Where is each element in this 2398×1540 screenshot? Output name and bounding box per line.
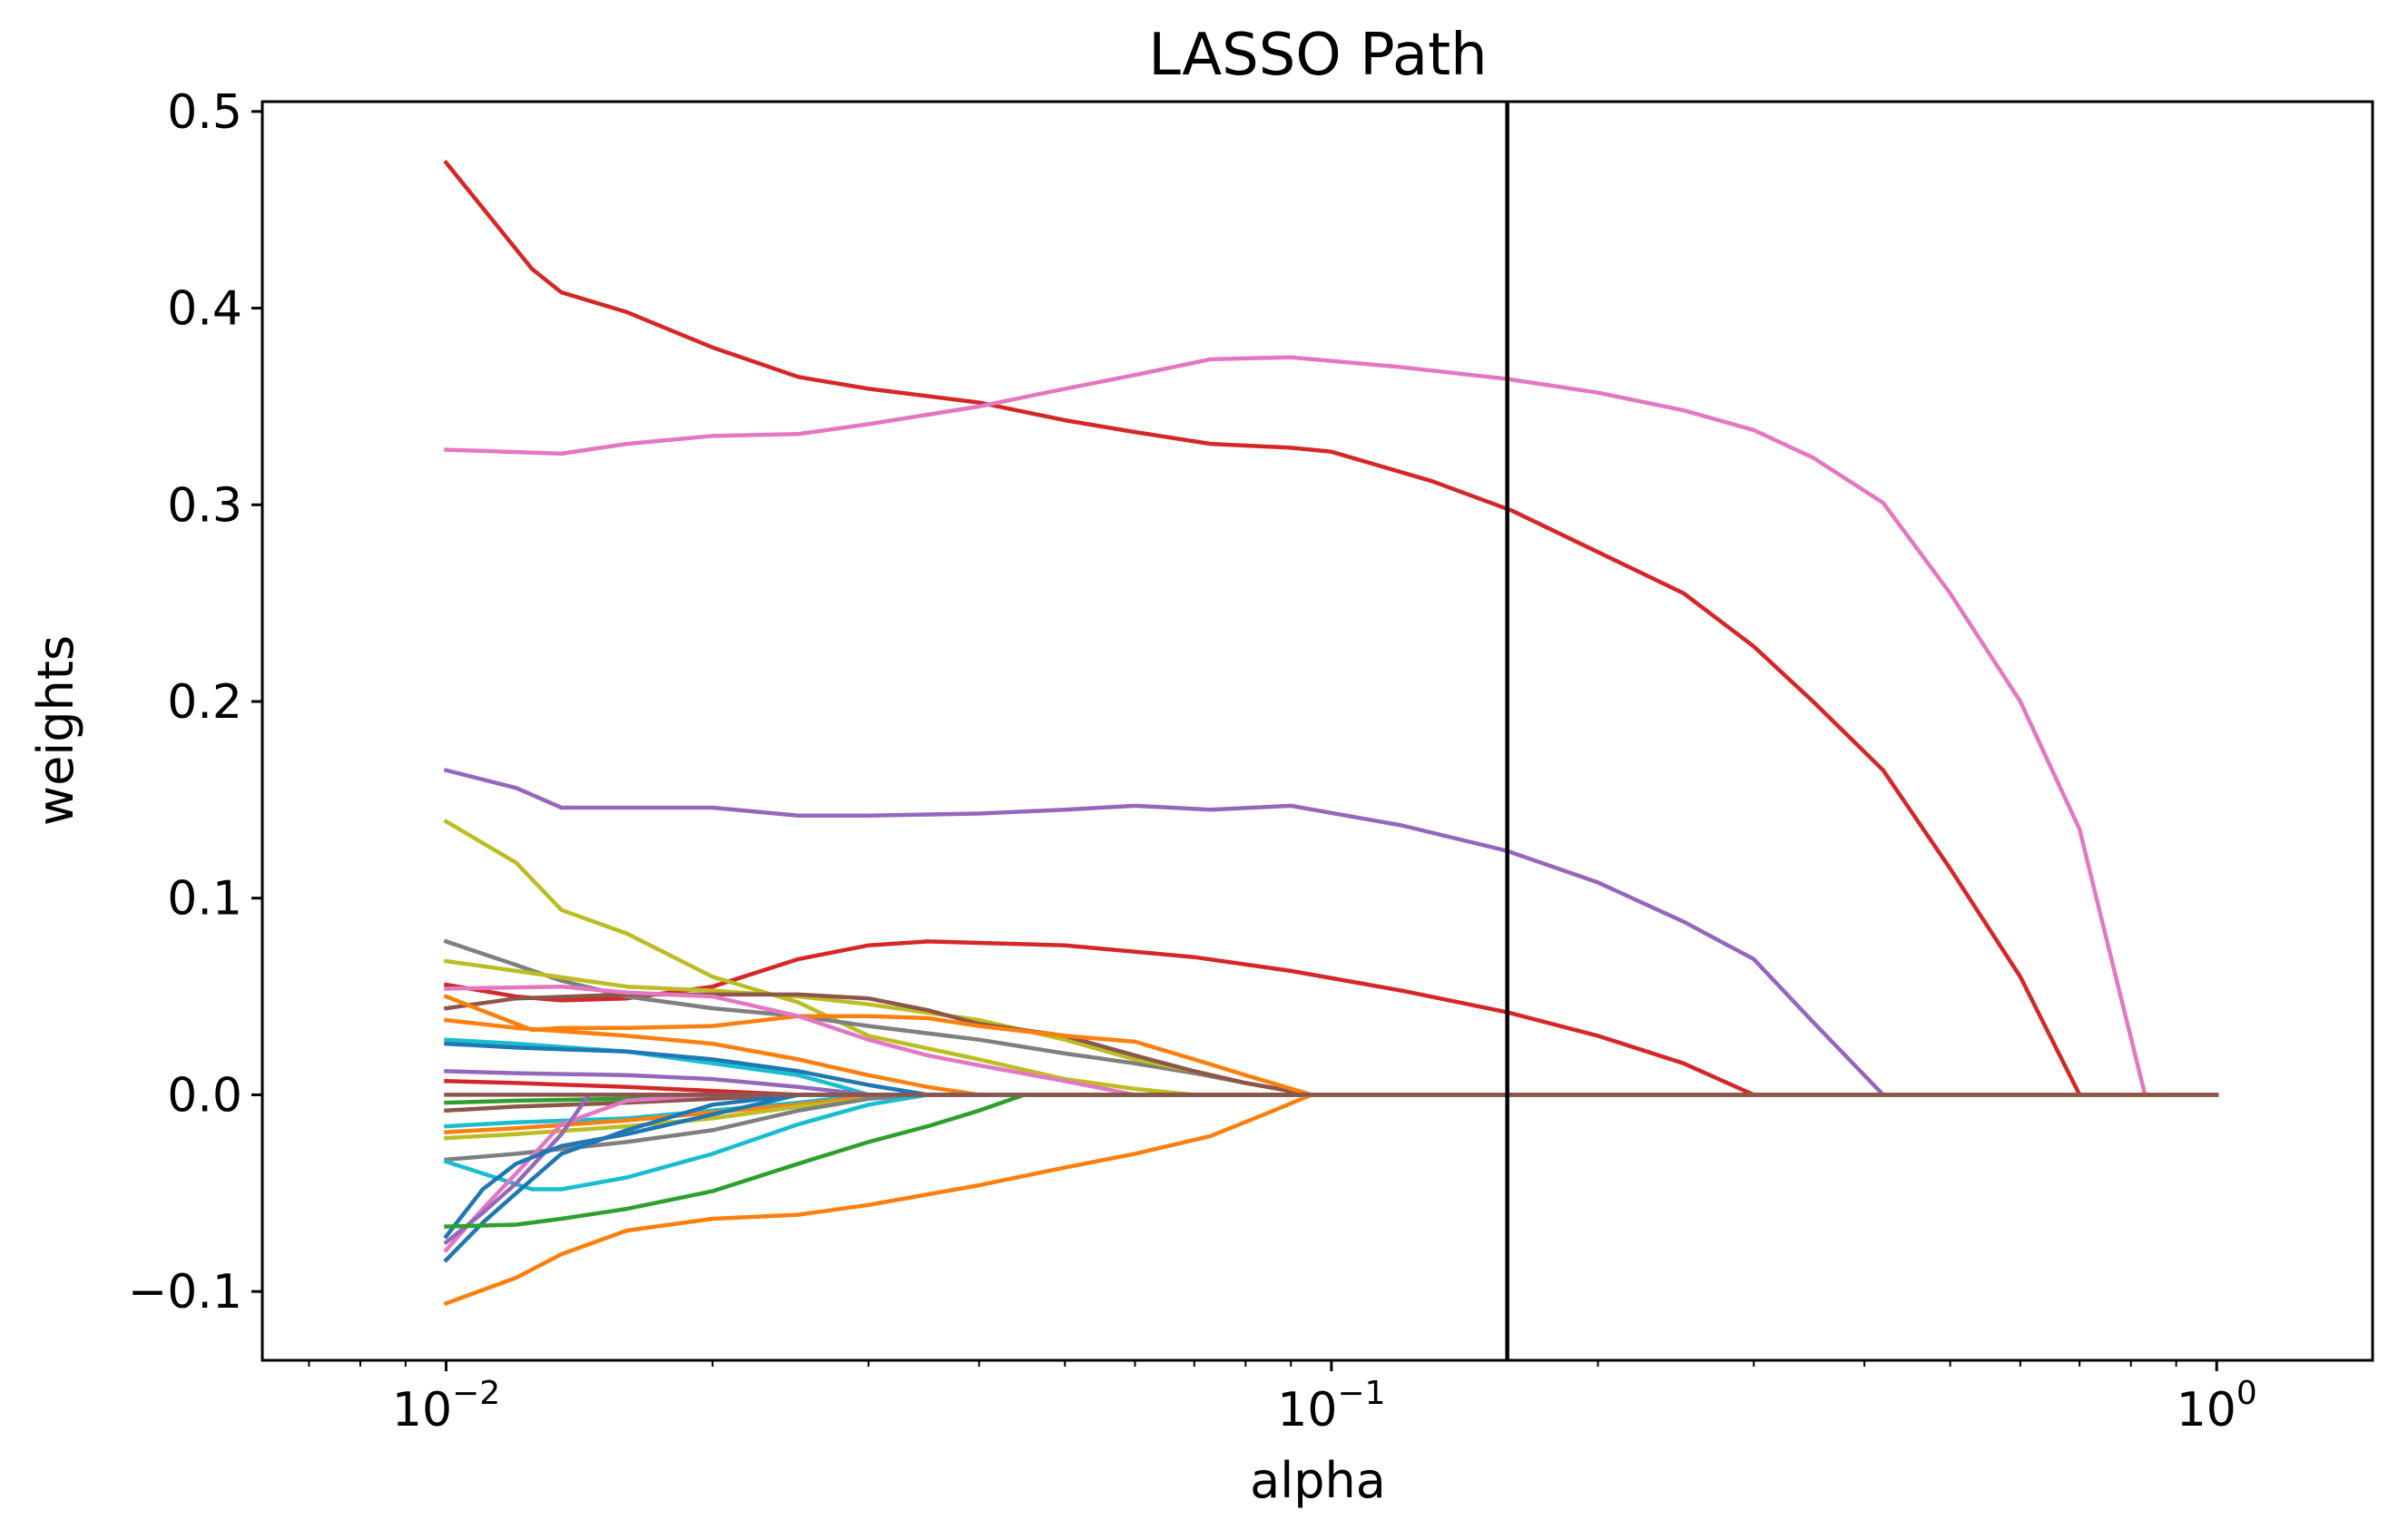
plot-frame	[260, 100, 2374, 1362]
series-line-3	[443, 768, 2219, 1097]
y-tick-label: 0.0	[167, 1068, 242, 1123]
x-tick-label: 100	[2177, 1375, 2257, 1437]
series-line-28	[443, 1093, 2219, 1307]
y-tick-label: 0.1	[167, 872, 242, 927]
series-line-22	[443, 1093, 2219, 1192]
x-tick-label: 10−2	[392, 1375, 500, 1437]
series-line-11	[444, 1017, 2219, 1097]
y-axis: −0.1 0.0 0.1 0.2 0.3 0.4 0.5	[128, 85, 262, 1319]
series-line-27	[444, 1093, 2219, 1229]
y-tick-label: 0.5	[167, 85, 242, 140]
series-line-9	[443, 994, 2219, 1097]
series-line-1	[443, 160, 2219, 1097]
y-tick-label: −0.1	[128, 1265, 242, 1319]
x-axis-label: alpha	[1250, 1452, 1386, 1509]
x-axis: 10−2 10−1 100	[308, 1360, 2257, 1437]
x-tick-label: 10−1	[1277, 1375, 1385, 1437]
series-line-26	[443, 1093, 2219, 1240]
y-axis-label: weights	[27, 635, 84, 826]
series-line-10	[444, 984, 2219, 1097]
series-line-4	[443, 939, 2219, 1097]
series-line-2	[444, 355, 2219, 1097]
y-tick-label: 0.4	[167, 282, 242, 337]
y-tick-label: 0.3	[167, 478, 242, 533]
y-tick-label: 0.2	[167, 675, 242, 730]
chart-title: LASSO Path	[1148, 22, 1487, 89]
series-layer	[443, 160, 2219, 1307]
